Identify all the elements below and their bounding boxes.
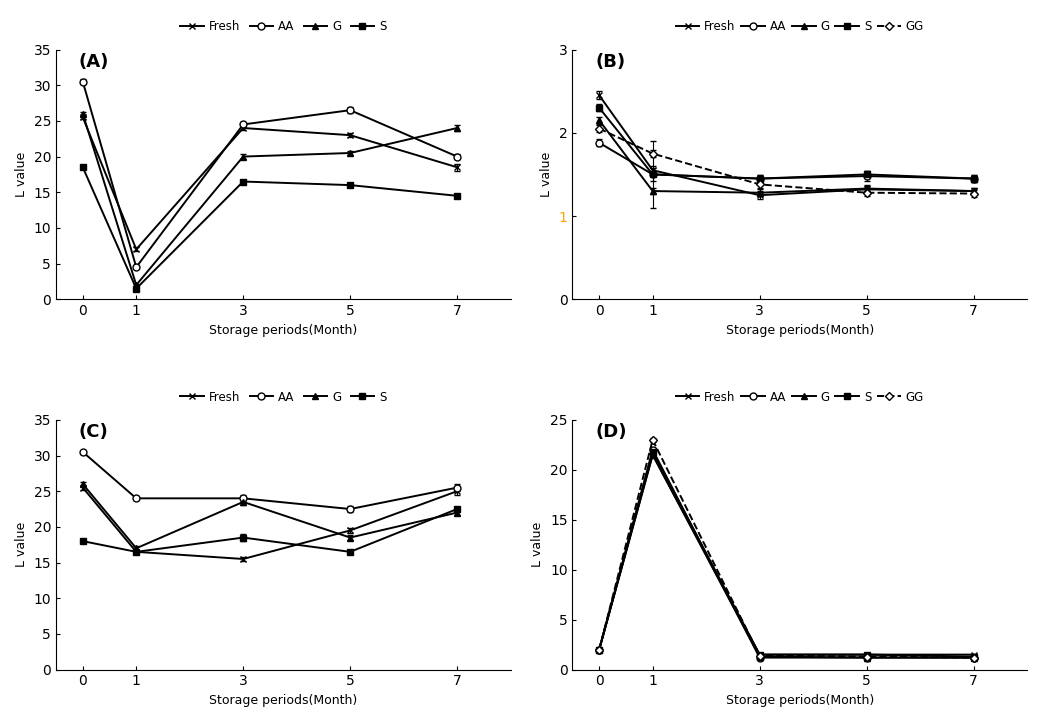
X-axis label: Storage periods(Month): Storage periods(Month) [209, 323, 357, 336]
Text: (D): (D) [595, 423, 626, 441]
Text: (C): (C) [79, 423, 108, 441]
Text: (B): (B) [595, 53, 625, 71]
X-axis label: Storage periods(Month): Storage periods(Month) [209, 694, 357, 707]
X-axis label: Storage periods(Month): Storage periods(Month) [725, 323, 874, 336]
Y-axis label: L value: L value [15, 152, 28, 197]
Legend: Fresh, AA, G, S: Fresh, AA, G, S [176, 15, 391, 38]
Y-axis label: L value: L value [15, 522, 28, 567]
Y-axis label: L value: L value [531, 522, 544, 567]
Y-axis label: L value: L value [540, 152, 553, 197]
Legend: Fresh, AA, G, S: Fresh, AA, G, S [176, 386, 391, 408]
Legend: Fresh, AA, G, S, GG: Fresh, AA, G, S, GG [671, 386, 928, 408]
X-axis label: Storage periods(Month): Storage periods(Month) [725, 694, 874, 707]
Text: (A): (A) [79, 53, 109, 71]
Legend: Fresh, AA, G, S, GG: Fresh, AA, G, S, GG [671, 15, 928, 38]
